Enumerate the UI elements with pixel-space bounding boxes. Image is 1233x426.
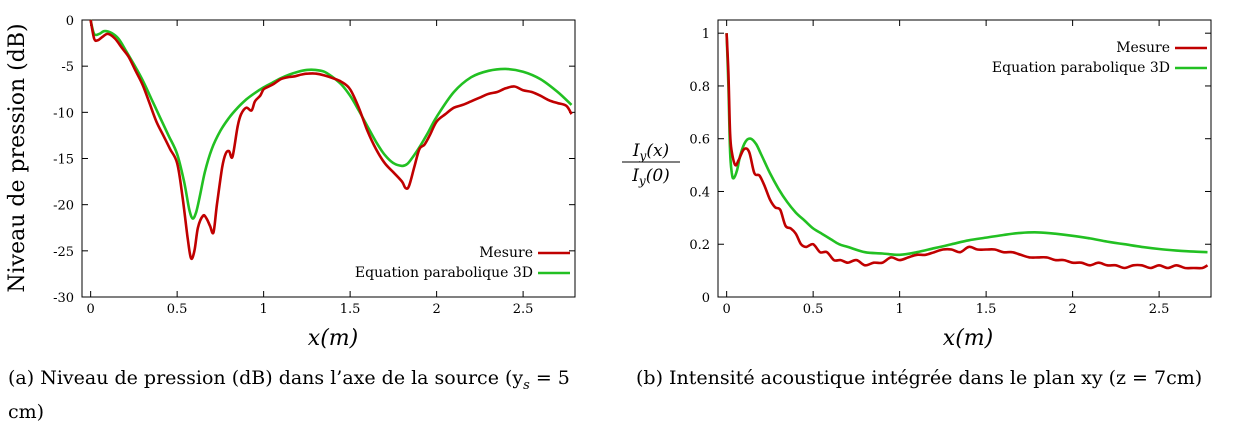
chart-b-series-pe3d-line [725, 33, 1208, 257]
chart-b-ytick-label: 0 [702, 291, 710, 306]
chart-a: 0 0.5 1 1.5 2 2.5 0 -5 -10 -15 -20 -25 -30 Niveau de… [5, 14, 576, 351]
chart-a-series [89, 19, 573, 261]
chart-b-xtick-label: 1.5 [976, 302, 997, 317]
chart-b-ytick-label: 0.4 [689, 185, 710, 200]
chart-b-xtick-label: 2.5 [1149, 302, 1170, 317]
chart-b-series-mesure-line [725, 33, 1209, 270]
chart-a-legend-mesure-label: Mesure [479, 245, 533, 261]
chart-b-legend-mesure-label: Mesure [1116, 40, 1170, 56]
chart-a-xtick-label: 1 [259, 302, 267, 317]
caption-a-sub: s [523, 377, 530, 393]
chart-b-ytick-label: 0.2 [689, 238, 710, 253]
chart-b-ytick-label: 0.6 [689, 133, 710, 148]
chart-a-ytick-label: -30 [53, 291, 74, 306]
chart-a-ytick-label: -5 [61, 60, 74, 75]
chart-b-xtick-label: 0 [723, 302, 731, 317]
chart-a-ytick-label: -10 [53, 106, 74, 121]
caption-a-text: (a) Niveau de pression (dB) dans l’axe d… [8, 367, 524, 389]
chart-b-ylabel-numerator: Iy(x) [632, 141, 669, 163]
chart-b-ytick-label: 0.8 [689, 80, 710, 95]
chart-a-ytick-label: -25 [53, 245, 74, 260]
chart-b-legend: Mesure Equation parabolique 3D [992, 40, 1207, 76]
chart-a-ytick-label: -15 [53, 153, 74, 168]
chart-a-ticks: 0 0.5 1 1.5 2 2.5 0 -5 -10 -15 -20 -25 -30 [53, 14, 575, 317]
chart-a-xtick-label: 0 [87, 302, 95, 317]
caption-b-text: (b) Intensité acoustique intégrée dans l… [636, 367, 1203, 389]
chart-a-xlabel: x(m) [308, 326, 358, 351]
chart-a-xtick-label: 2 [432, 302, 440, 317]
chart-b-series [725, 33, 1209, 270]
chart-b-xtick-label: 1 [895, 302, 903, 317]
chart-b-ylabel-denominator: Iy(0) [631, 166, 670, 188]
figure-canvas: 0 0.5 1 1.5 2 2.5 0 -5 -10 -15 -20 -25 -30 Niveau de… [5, 14, 1212, 351]
caption-a: (a) Niveau de pression (dB) dans l’axe d… [8, 365, 608, 426]
chart-a-series-mesure-line [89, 19, 573, 261]
chart-b-legend-pe3d-label: Equation parabolique 3D [992, 60, 1170, 76]
chart-a-ytick-label: -20 [53, 199, 74, 214]
caption-a-tail: = 5 cm) [8, 367, 570, 423]
chart-b-xtick-label: 2 [1068, 302, 1076, 317]
chart-a-xtick-label: 2.5 [513, 302, 534, 317]
chart-a-legend-pe3d-label: Equation parabolique 3D [355, 265, 533, 281]
chart-a-xtick-label: 1.5 [340, 302, 361, 317]
chart-b: 0 0.5 1 1.5 2 2.5 0 0.2 0.4 0.6 0.8 1 Iy(x) Iy(0) x… [622, 19, 1212, 351]
chart-b-ylabel: Iy(x) Iy(0) [622, 141, 680, 188]
chart-b-xtick-label: 0.5 [803, 302, 824, 317]
chart-a-ytick-label: 0 [66, 14, 74, 29]
chart-b-xlabel: x(m) [943, 326, 993, 351]
chart-a-ylabel: Niveau de pression (dB) [5, 23, 30, 292]
chart-b-ytick-label: 1 [702, 27, 710, 42]
chart-b-frame [717, 19, 1212, 298]
chart-a-series-pe3d-line [89, 19, 573, 220]
chart-a-legend: Mesure Equation parabolique 3D [355, 245, 570, 281]
chart-a-xtick-label: 0.5 [167, 302, 188, 317]
chart-b-ticks: 0 0.5 1 1.5 2 2.5 0 0.2 0.4 0.6 0.8 1 [689, 20, 1211, 317]
caption-b: (b) Intensité acoustique intégrée dans l… [636, 365, 1228, 392]
